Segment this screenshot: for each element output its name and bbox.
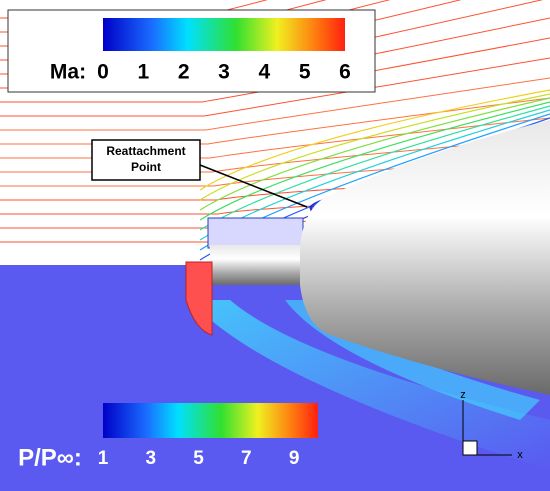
annotation-box <box>91 139 201 181</box>
colorbar-tick-label: 3 <box>145 448 156 469</box>
streamline <box>199 97 550 211</box>
colorbar-tick-label: 7 <box>241 448 252 469</box>
legend-label: P/P∞: <box>18 444 82 471</box>
annotation: Reattachment <box>106 144 185 158</box>
streamline <box>0 117 550 159</box>
cone-body <box>300 120 550 395</box>
streamline <box>199 89 550 191</box>
colorbar-tick-label: 3 <box>218 61 230 84</box>
wake-contour <box>190 300 550 470</box>
colorbar-tick-label: 2 <box>178 61 190 84</box>
legend-label: Ma: <box>50 61 86 84</box>
streamline <box>0 77 550 131</box>
axis-label: z <box>460 389 466 401</box>
colorbar-tick-label: 0 <box>97 61 109 84</box>
colorbar-tick-label: 1 <box>98 448 109 469</box>
recirculation <box>207 217 304 249</box>
streamline <box>0 97 550 145</box>
streamline <box>199 93 550 201</box>
leader-line <box>199 164 308 208</box>
axis-label: x <box>517 449 523 461</box>
colorbar-tick-label: 6 <box>339 61 351 84</box>
streamline <box>199 101 550 221</box>
axis-origin <box>462 440 478 456</box>
annotation: Point <box>131 160 161 174</box>
colorbar-pressure <box>103 403 318 438</box>
colorbar-tick-label: 9 <box>289 448 300 469</box>
colorbar-tick-label: 4 <box>258 61 270 84</box>
colorbar-tick-label: 1 <box>137 61 149 84</box>
colorbar-tick-label: 5 <box>193 448 204 469</box>
streamline <box>0 57 550 117</box>
colorbar-ma <box>103 18 345 51</box>
cylinder <box>210 245 305 285</box>
streamline <box>199 105 550 231</box>
flange <box>185 261 213 336</box>
colorbar-tick-label: 5 <box>299 61 311 84</box>
